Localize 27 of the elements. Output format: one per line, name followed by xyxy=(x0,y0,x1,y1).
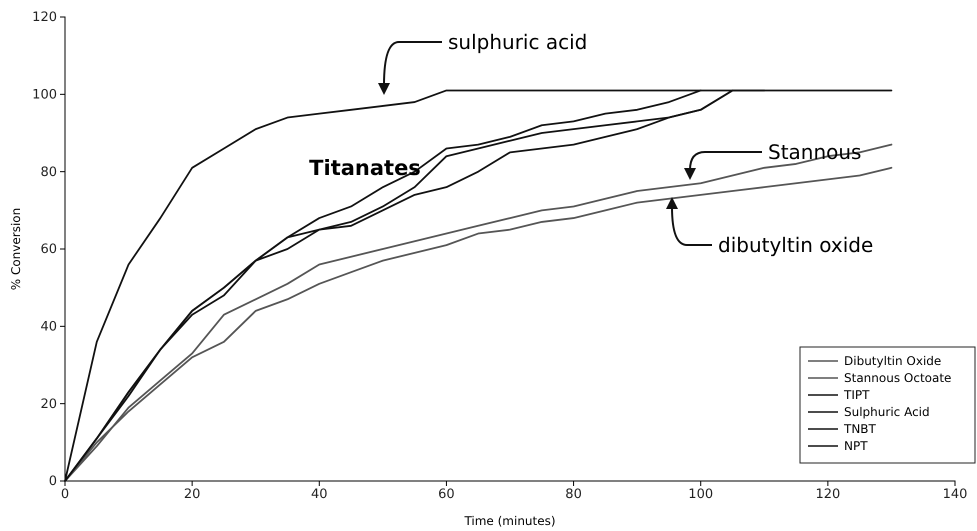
x-tick-label: 140 xyxy=(942,487,968,502)
annotation: sulphuric acid xyxy=(448,30,588,54)
legend-label: NPT xyxy=(844,439,868,453)
x-axis-title: Time (minutes) xyxy=(463,514,556,528)
x-tick-label: 40 xyxy=(311,487,328,502)
x-tick-label: 120 xyxy=(815,487,840,502)
x-tick-label: 100 xyxy=(688,487,714,502)
legend-label: Sulphuric Acid xyxy=(844,405,930,419)
x-tick-label: 80 xyxy=(565,487,582,502)
annotation: dibutyltin oxide xyxy=(718,233,874,257)
legend-label: TNBT xyxy=(843,422,877,436)
y-tick-label: 40 xyxy=(40,319,57,334)
annotation: Titanates xyxy=(309,156,421,180)
legend-label: TIPT xyxy=(843,388,870,402)
y-tick-label: 60 xyxy=(40,242,57,258)
y-tick-label: 80 xyxy=(40,164,57,180)
legend-label: Dibutyltin Oxide xyxy=(844,354,942,368)
legend-label: Stannous Octoate xyxy=(844,371,952,385)
y-tick-label: 20 xyxy=(40,396,57,412)
x-tick-label: 0 xyxy=(60,487,70,502)
y-axis-title: % Conversion xyxy=(9,208,23,290)
x-tick-label: 60 xyxy=(438,487,455,502)
x-tick-label: 20 xyxy=(184,487,200,502)
annotation: Stannous xyxy=(768,140,862,164)
y-tick-label: 0 xyxy=(48,474,57,490)
y-tick-label: 100 xyxy=(32,87,57,102)
y-tick-label: 120 xyxy=(32,10,57,26)
